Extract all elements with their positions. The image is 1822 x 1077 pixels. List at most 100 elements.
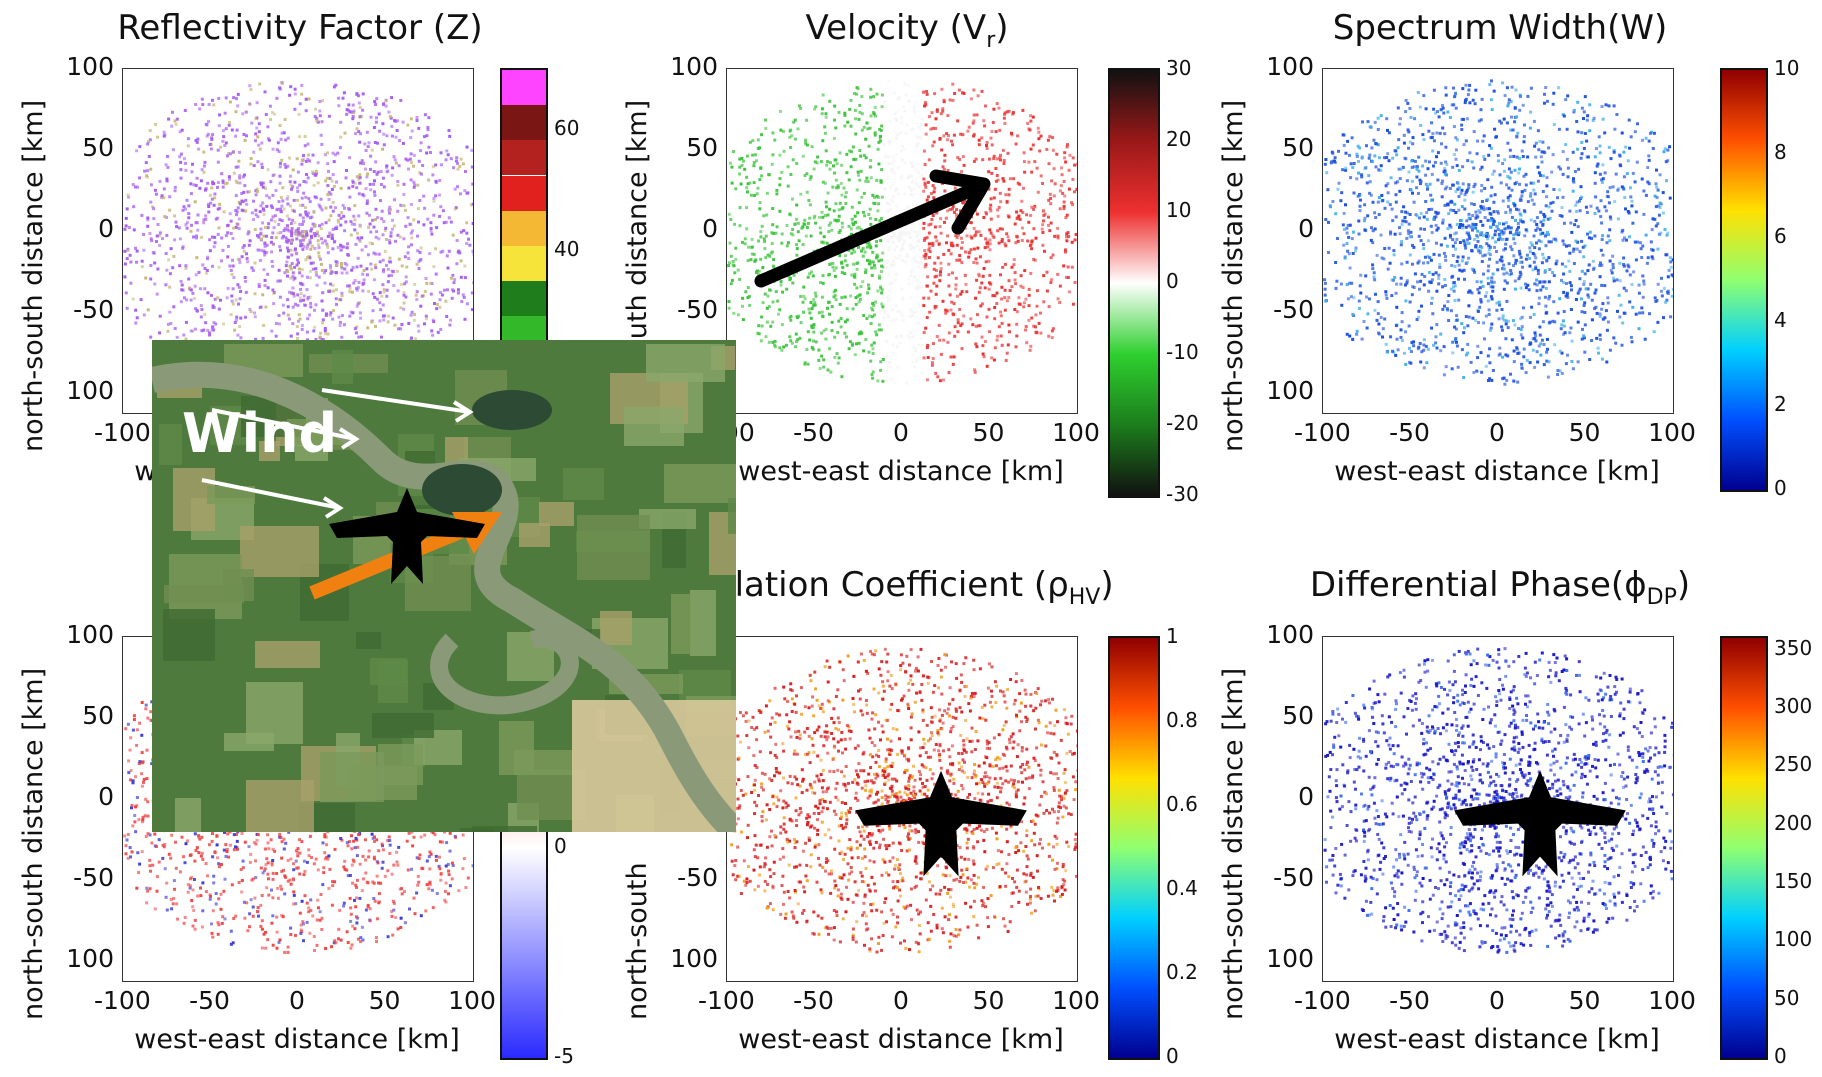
radar-echo-pixel [1598,312,1602,316]
radar-echo-pixel [315,172,318,176]
radar-echo-pixel [864,268,868,272]
radar-echo-pixel [1501,314,1505,318]
radar-echo-pixel [1579,156,1583,160]
radar-echo-pixel [972,134,976,138]
radar-echo-pixel [920,167,924,171]
radar-echo-pixel [1630,340,1634,344]
radar-echo-pixel [912,275,916,279]
radar-echo-pixel [1521,155,1525,158]
radar-echo-pixel [1586,269,1590,273]
radar-echo-pixel [858,103,862,107]
radar-echo-pixel [998,191,1002,195]
radar-echo-pixel [173,327,177,330]
radar-echo-pixel [992,196,996,200]
radar-echo-pixel [1507,167,1511,171]
radar-echo-pixel [266,272,270,276]
radar-echo-pixel [1357,159,1360,163]
radar-echo-pixel [1606,296,1610,300]
radar-echo-pixel [1399,282,1403,286]
radar-echo-pixel [1384,184,1388,188]
radar-echo-pixel [925,198,929,202]
radar-echo-pixel [1647,182,1651,186]
radar-echo-pixel [1565,157,1569,161]
radar-echo-pixel [1524,172,1528,176]
radar-echo-pixel [284,138,288,142]
radar-echo-pixel [295,157,299,161]
radar-echo-pixel [956,318,960,322]
radar-echo-pixel [1533,219,1537,223]
radar-echo-pixel [869,246,873,250]
radar-echo-pixel [754,258,758,262]
radar-echo-pixel [1434,111,1438,115]
radar-echo-pixel [350,222,354,226]
radar-echo-pixel [281,186,285,190]
radar-echo-pixel [1622,187,1626,191]
radar-echo-pixel [282,311,286,315]
radar-echo-pixel [249,88,253,91]
radar-echo-pixel [857,300,861,304]
radar-echo-pixel [382,318,386,322]
colorbar-tick-label: 0 [1166,269,1179,293]
radar-echo-pixel [779,280,783,284]
radar-echo-pixel [328,233,332,237]
radar-echo-pixel [1362,320,1366,323]
radar-echo-pixel [843,295,847,299]
radar-echo-pixel [272,226,276,230]
radar-echo-pixel [326,184,330,188]
radar-echo-pixel [313,325,317,329]
radar-echo-pixel [1336,237,1339,240]
radar-echo-pixel [469,203,473,207]
radar-echo-pixel [922,189,926,193]
radar-echo-pixel [879,360,883,364]
radar-echo-pixel [966,129,970,133]
radar-echo-pixel [1428,182,1432,186]
radar-echo-pixel [189,288,193,292]
colorbar-tick-label: 60 [554,116,580,141]
radar-echo-pixel [1507,319,1510,323]
radar-echo-pixel [185,298,189,302]
radar-echo-pixel [752,164,756,168]
radar-echo-pixel [1528,246,1532,250]
radar-echo-pixel [1003,296,1007,300]
radar-echo-pixel [201,263,205,267]
radar-echo-pixel [1506,141,1510,145]
radar-echo-pixel [463,264,467,268]
radar-echo-pixel [1404,157,1408,161]
radar-echo-pixel [1505,183,1509,187]
radar-echo-pixel [909,270,913,274]
y-tick-label: 50 [82,133,114,162]
radar-echo-pixel [1426,347,1430,351]
radar-echo-pixel [277,200,281,204]
radar-echo-pixel [941,107,945,111]
radar-echo-pixel [317,246,321,250]
radar-echo-pixel [1513,182,1517,186]
radar-echo-pixel [1574,239,1578,243]
radar-echo-pixel [1502,267,1506,271]
radar-echo-pixel [946,234,950,238]
radar-echo-pixel [748,140,752,144]
radar-echo-pixel [915,359,919,363]
radar-echo-pixel [1538,325,1542,329]
radar-echo-pixel [1485,291,1489,295]
radar-echo-pixel [869,359,873,363]
radar-echo-pixel [764,118,767,122]
radar-echo-pixel [1469,225,1473,229]
radar-echo-pixel [1538,173,1542,177]
radar-echo-pixel [471,222,473,225]
radar-echo-pixel [203,160,207,164]
radar-echo-pixel [290,234,294,238]
radar-echo-pixel [1456,365,1460,369]
radar-echo-pixel [1051,253,1055,257]
radar-echo-pixel [254,337,258,341]
radar-echo-pixel [353,279,357,282]
radar-echo-pixel [226,286,230,290]
radar-echo-pixel [293,92,297,96]
radar-echo-pixel [1454,247,1457,251]
radar-echo-pixel [456,288,460,292]
radar-echo-pixel [1478,305,1482,309]
radar-echo-pixel [1478,249,1482,253]
radar-echo-pixel [1405,279,1409,283]
radar-echo-pixel [379,183,383,186]
radar-echo-pixel [1597,135,1601,139]
radar-echo-pixel [1458,225,1461,229]
